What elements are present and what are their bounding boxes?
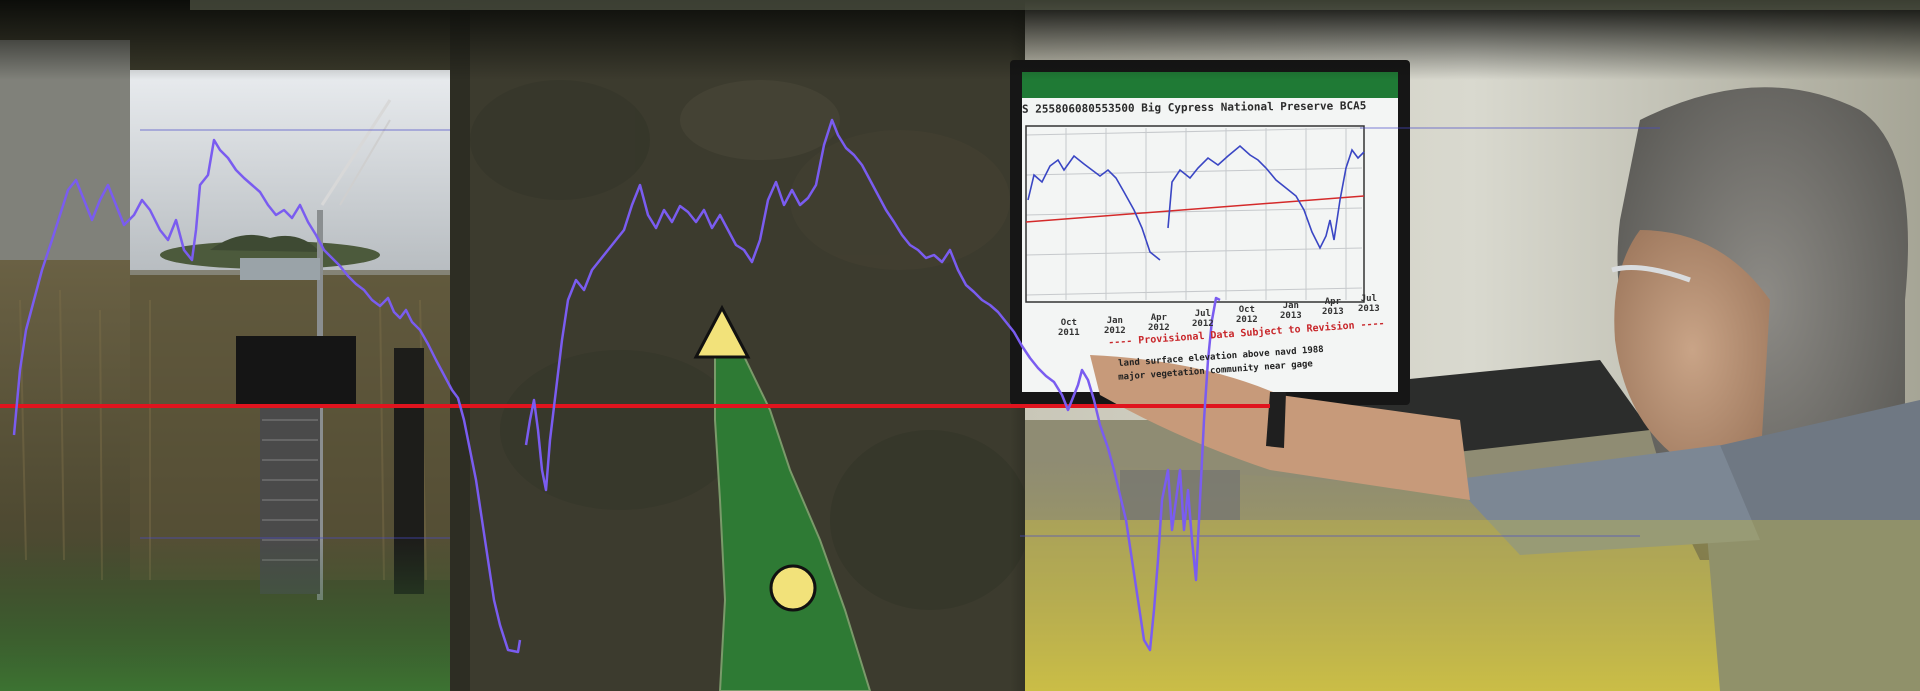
circle-marker-icon: [769, 564, 817, 612]
monitor-tick: Apr 2012: [1148, 313, 1170, 333]
monitor-tick: Jul 2012: [1192, 309, 1214, 329]
water-level-trace-2: [524, 118, 1221, 652]
monitor-tick: Apr 2013: [1322, 297, 1344, 317]
water-level-trace: [12, 138, 522, 654]
monitor-tick: Jul 2013: [1358, 294, 1380, 314]
monitor-tick: Jan 2012: [1104, 316, 1126, 336]
monitor-tick: Oct 2012: [1236, 305, 1258, 325]
monitor-tick: Oct 2011: [1058, 318, 1080, 338]
vegetation-strip: [714, 346, 872, 691]
person: [1090, 87, 1920, 691]
monitor-tick: Jan 2013: [1280, 301, 1302, 321]
triangle-marker-icon: [693, 304, 751, 359]
